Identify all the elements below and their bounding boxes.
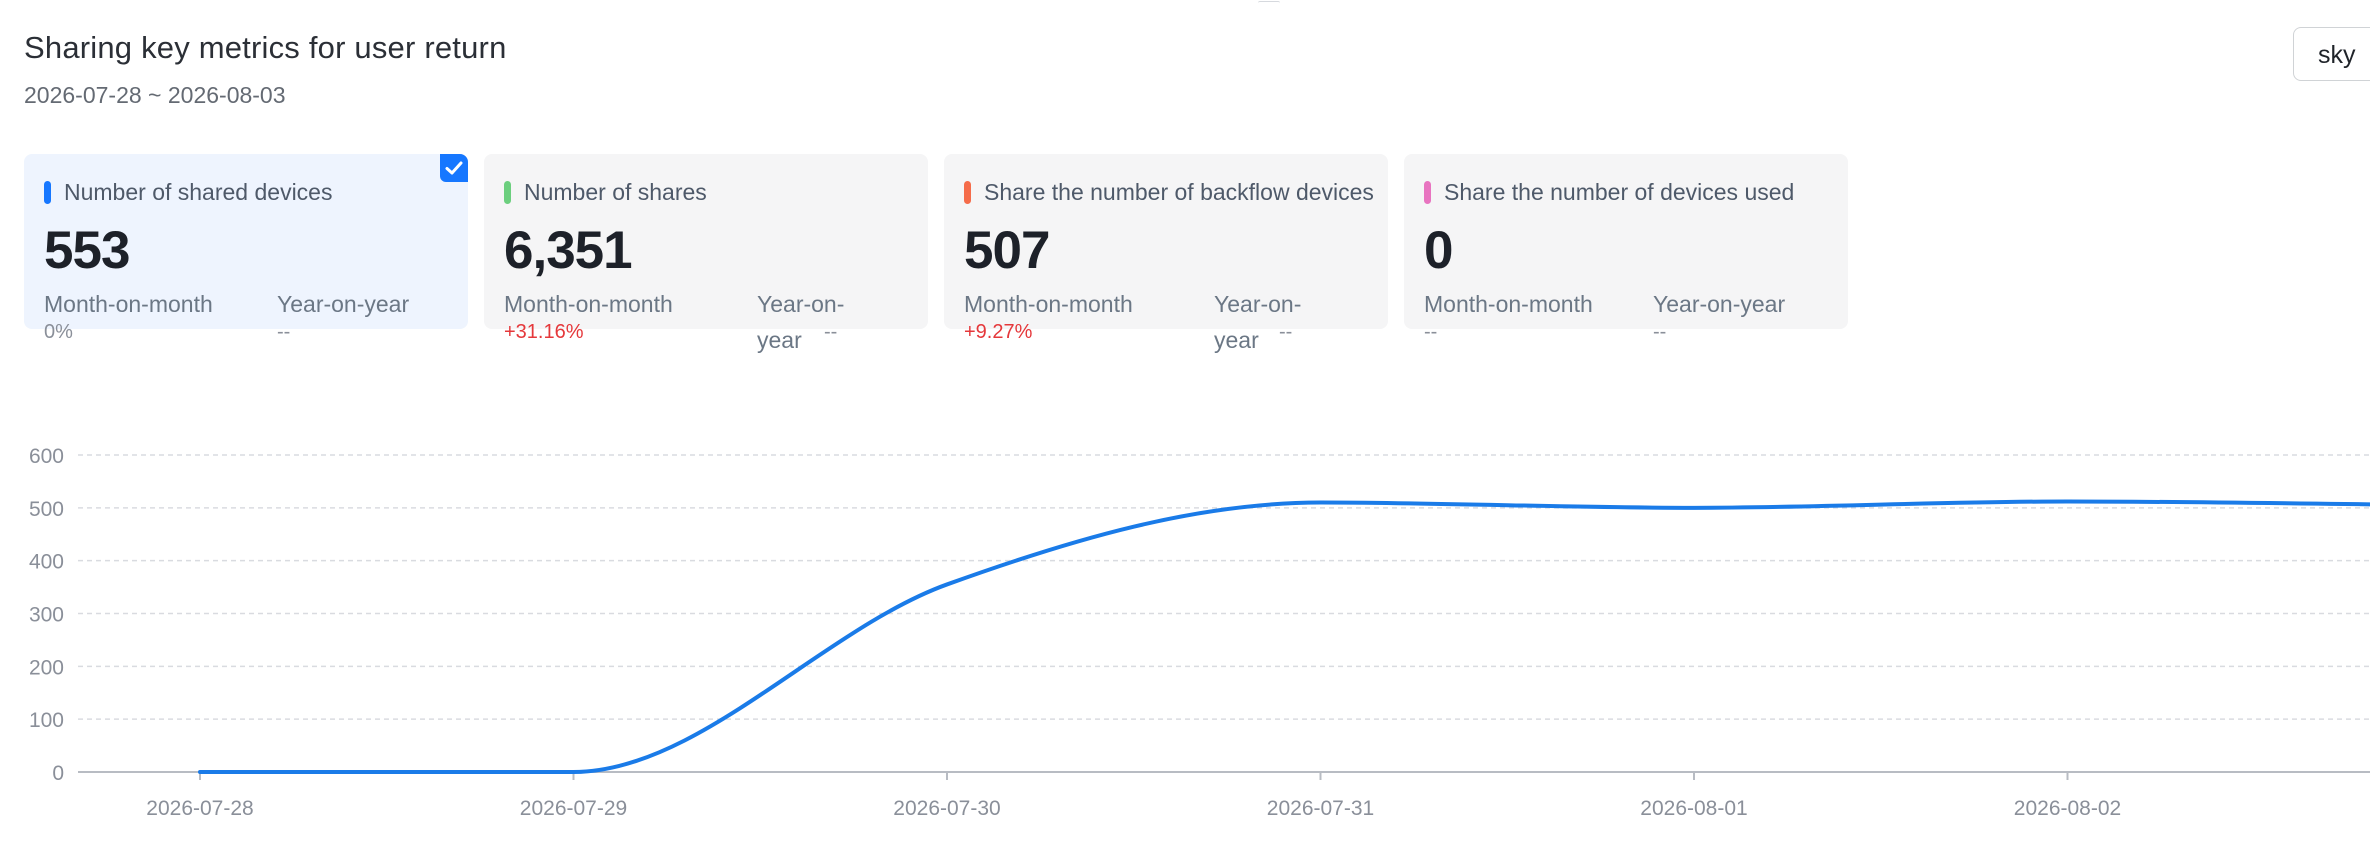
y-tick-label: 400 bbox=[29, 551, 64, 574]
card-label: Share the number of backflow devices bbox=[984, 179, 1374, 205]
mom-value: -- bbox=[1424, 321, 1438, 343]
y-tick-label: 500 bbox=[29, 498, 64, 521]
mom-value: 0% bbox=[44, 321, 73, 343]
card-value: 6,351 bbox=[504, 221, 633, 280]
yoy-label: Year-on-year bbox=[277, 291, 410, 317]
drag-handle[interactable] bbox=[1258, 1, 1280, 5]
x-tick-label: 2026-07-29 bbox=[520, 797, 627, 820]
yoy-value: -- bbox=[1279, 321, 1293, 343]
metric-card-backflow-devices[interactable]: Share the number of backflow devices 507… bbox=[944, 154, 1388, 353]
card-label: Share the number of devices used bbox=[1444, 179, 1795, 205]
source-selector[interactable]: sky bbox=[2293, 27, 2370, 81]
series-color-marker bbox=[1424, 181, 1431, 204]
mom-label: Month-on-month bbox=[44, 291, 213, 317]
card-value: 553 bbox=[44, 221, 130, 280]
mom-label: Month-on-month bbox=[504, 291, 673, 317]
x-tick-label: 2026-08-02 bbox=[2014, 797, 2121, 820]
mom-label: Month-on-month bbox=[964, 291, 1133, 317]
yoy-label: Year-on-year bbox=[1214, 291, 1302, 353]
series-color-marker bbox=[44, 181, 51, 204]
series-color-marker bbox=[964, 181, 971, 204]
mom-value: +9.27% bbox=[964, 321, 1033, 343]
y-tick-label: 0 bbox=[52, 762, 64, 785]
yoy-label: Year-on-year bbox=[757, 291, 845, 353]
y-tick-label: 600 bbox=[29, 445, 64, 468]
trend-line-chart: 0 100 200 300 400 500 600 2026-07-28 2026-07-29 2… bbox=[29, 445, 2370, 820]
card-value: 507 bbox=[964, 221, 1050, 280]
yoy-value: -- bbox=[824, 321, 838, 343]
x-tick-label: 2026-07-30 bbox=[893, 797, 1000, 820]
metric-card-devices-used[interactable]: Share the number of devices used 0 Month… bbox=[1404, 154, 1848, 343]
checkmark-icon bbox=[440, 154, 468, 182]
y-tick-label: 200 bbox=[29, 656, 64, 679]
metric-card-shares[interactable]: Number of shares 6,351 Month-on-month +3… bbox=[484, 154, 928, 353]
x-tick-label: 2026-07-31 bbox=[1267, 797, 1374, 820]
y-tick-label: 300 bbox=[29, 604, 64, 627]
yoy-value: -- bbox=[277, 321, 291, 343]
page-title: Sharing key metrics for user return bbox=[24, 30, 507, 65]
mom-label: Month-on-month bbox=[1424, 291, 1593, 317]
card-value: 0 bbox=[1424, 221, 1454, 280]
series-line bbox=[198, 499, 2370, 775]
metric-card-shared-devices[interactable]: Number of shared devices 553 Month-on-mo… bbox=[24, 154, 468, 343]
series-color-marker bbox=[504, 181, 511, 204]
x-tick-label: 2026-07-28 bbox=[146, 797, 253, 820]
yoy-label: Year-on-year bbox=[1653, 291, 1786, 317]
yoy-value: -- bbox=[1653, 321, 1667, 343]
card-label: Number of shared devices bbox=[64, 179, 333, 205]
y-tick-label: 100 bbox=[29, 709, 64, 732]
x-tick-label: 2026-08-01 bbox=[1640, 797, 1747, 820]
card-label: Number of shares bbox=[524, 179, 707, 205]
mom-value: +31.16% bbox=[504, 321, 584, 343]
date-range: 2026-07-28 ~ 2026-08-03 bbox=[24, 82, 286, 108]
